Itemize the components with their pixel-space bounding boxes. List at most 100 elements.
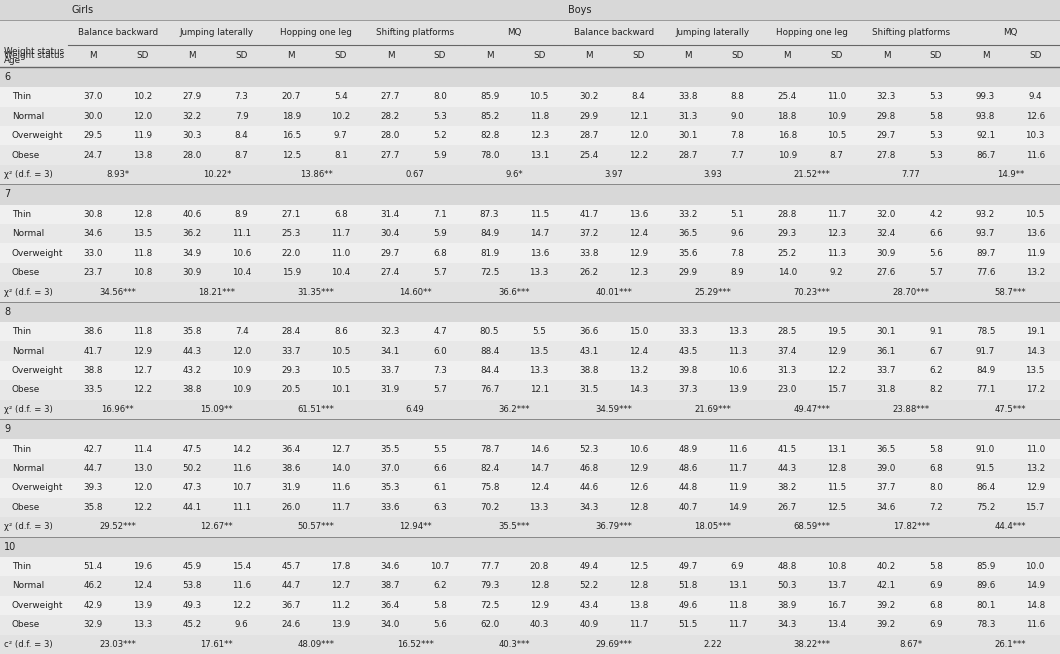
Text: 84.9: 84.9 xyxy=(976,366,995,375)
Text: 42.9: 42.9 xyxy=(84,601,103,610)
Text: 33.5: 33.5 xyxy=(83,385,103,394)
Text: 40.6: 40.6 xyxy=(182,210,201,218)
Text: 11.9: 11.9 xyxy=(132,131,152,140)
Text: 37.0: 37.0 xyxy=(381,464,401,473)
Text: 11.0: 11.0 xyxy=(1026,445,1045,454)
Text: 10: 10 xyxy=(4,542,16,552)
Text: 36.5: 36.5 xyxy=(678,229,697,238)
Text: 13.9: 13.9 xyxy=(132,601,152,610)
Text: 8.8: 8.8 xyxy=(730,92,744,101)
Text: 52.2: 52.2 xyxy=(579,581,599,591)
Text: 8.7: 8.7 xyxy=(234,150,248,160)
Text: 8.2: 8.2 xyxy=(930,385,943,394)
Bar xyxy=(0,87,1060,107)
Text: 38.9: 38.9 xyxy=(778,601,797,610)
Text: 11.1: 11.1 xyxy=(232,503,251,512)
Text: 50.57***: 50.57*** xyxy=(298,523,335,531)
Text: 6.8: 6.8 xyxy=(930,601,943,610)
Bar xyxy=(0,224,1060,243)
Text: 3.93: 3.93 xyxy=(704,170,722,179)
Text: 12.7: 12.7 xyxy=(331,445,351,454)
Text: 11.7: 11.7 xyxy=(331,503,351,512)
Text: 34.6: 34.6 xyxy=(83,229,103,238)
Text: 14.9**: 14.9** xyxy=(996,170,1024,179)
Text: 24.7: 24.7 xyxy=(83,150,103,160)
Text: 10.4: 10.4 xyxy=(232,268,251,277)
Text: 7.3: 7.3 xyxy=(234,92,248,101)
Text: 6.49: 6.49 xyxy=(406,405,425,414)
Text: M: M xyxy=(189,52,196,60)
Text: 14.6: 14.6 xyxy=(530,445,549,454)
Text: 32.3: 32.3 xyxy=(381,327,400,336)
Text: 14.9: 14.9 xyxy=(1026,581,1045,591)
Text: 16.8: 16.8 xyxy=(778,131,797,140)
Text: 49.3: 49.3 xyxy=(182,601,201,610)
Text: 28.70***: 28.70*** xyxy=(893,288,930,296)
Text: 12.4: 12.4 xyxy=(530,483,549,492)
Text: 11.7: 11.7 xyxy=(728,464,747,473)
Text: Thin: Thin xyxy=(12,327,31,336)
Text: 12.7: 12.7 xyxy=(331,581,351,591)
Text: 39.2: 39.2 xyxy=(877,601,896,610)
Text: 12.0: 12.0 xyxy=(232,347,251,356)
Text: 37.2: 37.2 xyxy=(579,229,599,238)
Text: 44.6: 44.6 xyxy=(579,483,598,492)
Text: 10.7: 10.7 xyxy=(232,483,251,492)
Text: SD: SD xyxy=(335,52,347,60)
Text: 41.7: 41.7 xyxy=(83,347,103,356)
Text: 43.5: 43.5 xyxy=(678,347,697,356)
Text: 5.7: 5.7 xyxy=(929,268,943,277)
Text: 12.0: 12.0 xyxy=(132,112,152,121)
Text: 35.8: 35.8 xyxy=(83,503,103,512)
Text: 93.8: 93.8 xyxy=(976,112,995,121)
Bar xyxy=(0,361,1060,380)
Bar xyxy=(0,478,1060,498)
Bar xyxy=(0,45,1060,67)
Text: 5.6: 5.6 xyxy=(930,249,943,258)
Text: M: M xyxy=(883,52,890,60)
Text: 23.03***: 23.03*** xyxy=(100,640,136,649)
Bar xyxy=(0,67,1060,87)
Text: 28.4: 28.4 xyxy=(282,327,301,336)
Text: 36.2: 36.2 xyxy=(182,229,201,238)
Text: 13.3: 13.3 xyxy=(728,327,747,336)
Text: 77.1: 77.1 xyxy=(976,385,995,394)
Text: 13.9: 13.9 xyxy=(331,621,351,629)
Text: 5.1: 5.1 xyxy=(730,210,744,218)
Text: 6.2: 6.2 xyxy=(434,581,447,591)
Text: 28.7: 28.7 xyxy=(678,150,697,160)
Text: 20.5: 20.5 xyxy=(282,385,301,394)
Text: 42.7: 42.7 xyxy=(83,445,103,454)
Text: 11.0: 11.0 xyxy=(331,249,351,258)
Text: 12.1: 12.1 xyxy=(530,385,549,394)
Text: Balance backward: Balance backward xyxy=(573,28,654,37)
Text: 47.3: 47.3 xyxy=(182,483,201,492)
Text: 5.8: 5.8 xyxy=(434,601,447,610)
Text: 15.4: 15.4 xyxy=(232,562,251,571)
Text: 21.69***: 21.69*** xyxy=(694,405,731,414)
Text: 11.6: 11.6 xyxy=(232,581,251,591)
Text: 35.5***: 35.5*** xyxy=(498,523,530,531)
Text: 43.2: 43.2 xyxy=(182,366,201,375)
Text: Overweight: Overweight xyxy=(12,601,64,610)
Text: 6.6: 6.6 xyxy=(930,229,942,238)
Text: 34.3: 34.3 xyxy=(778,621,797,629)
Text: 18.21***: 18.21*** xyxy=(198,288,235,296)
Text: 12.9: 12.9 xyxy=(132,347,152,356)
Text: M: M xyxy=(387,52,394,60)
Text: 45.9: 45.9 xyxy=(182,562,201,571)
Text: SD: SD xyxy=(1029,52,1041,60)
Text: 5.9: 5.9 xyxy=(434,229,447,238)
Text: M: M xyxy=(287,52,295,60)
Text: Overweight: Overweight xyxy=(12,483,64,492)
Text: M: M xyxy=(783,52,791,60)
Text: 12.1: 12.1 xyxy=(629,112,648,121)
Text: 12.94**: 12.94** xyxy=(399,523,431,531)
Text: 52.3: 52.3 xyxy=(579,445,599,454)
Text: 7.8: 7.8 xyxy=(730,131,744,140)
Text: 4.2: 4.2 xyxy=(930,210,942,218)
Text: 70.2: 70.2 xyxy=(480,503,499,512)
Text: 16.52***: 16.52*** xyxy=(396,640,434,649)
Text: 20.8: 20.8 xyxy=(530,562,549,571)
Text: 19.1: 19.1 xyxy=(1026,327,1045,336)
